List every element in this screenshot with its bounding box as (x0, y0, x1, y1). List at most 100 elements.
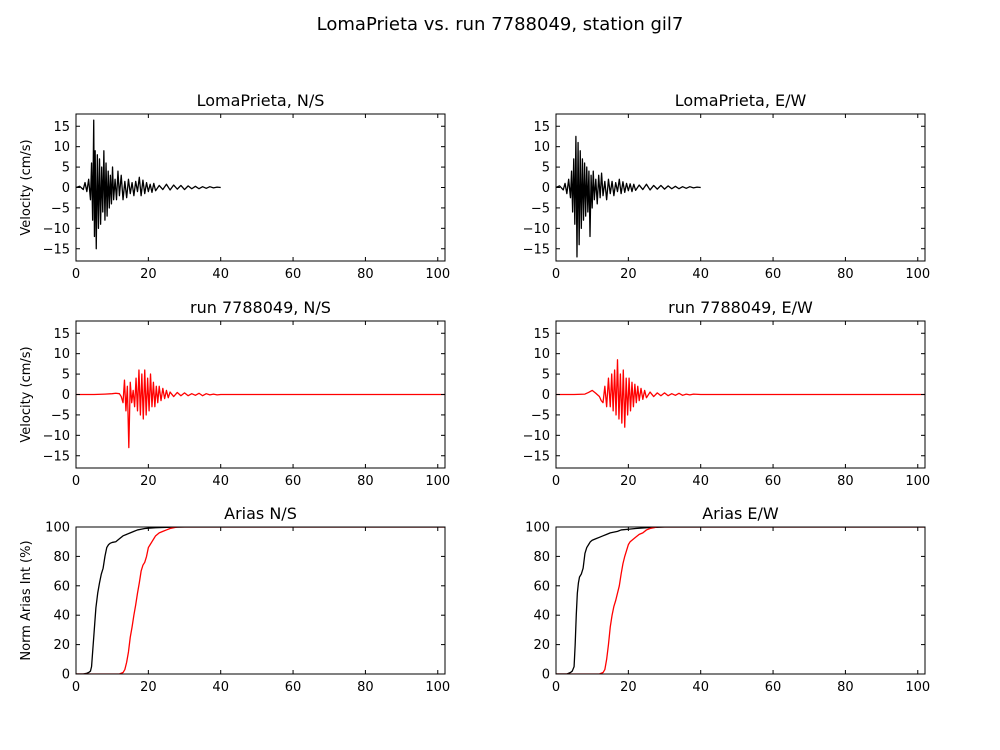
y-tick-label: 100 (45, 521, 70, 536)
y-tick-label: 100 (525, 521, 550, 536)
series-line (556, 527, 925, 674)
y-tick-label: 5 (62, 161, 70, 176)
chart-title: run 7788049, N/S (190, 298, 331, 317)
y-tick-label: 10 (533, 347, 550, 362)
y-tick-label: 0 (62, 181, 70, 196)
y-tick-label: −15 (523, 242, 550, 257)
x-tick-label: 20 (620, 474, 637, 489)
y-tick-label: 15 (53, 327, 70, 342)
x-tick-label: 40 (212, 680, 229, 695)
series-line (556, 527, 925, 674)
x-tick-label: 0 (72, 680, 80, 695)
y-tick-label: 5 (542, 368, 550, 383)
chart-title: Arias E/W (702, 504, 779, 523)
x-tick-label: 60 (765, 267, 782, 282)
x-tick-label: 100 (905, 680, 930, 695)
figure-title: LomaPrieta vs. run 7788049, station gil7 (317, 14, 684, 35)
x-tick-label: 100 (425, 267, 450, 282)
y-tick-label: −15 (523, 449, 550, 464)
x-tick-label: 60 (285, 680, 302, 695)
x-tick-label: 80 (357, 474, 374, 489)
x-tick-label: 40 (692, 680, 709, 695)
series-line (76, 527, 445, 674)
chart-panel-5: 0 20 40 60 80 100 0 20 40 60 80 100 Arias E/W (525, 504, 930, 695)
x-tick-label: 0 (552, 474, 560, 489)
x-tick-label: 80 (837, 474, 854, 489)
y-tick-label: −15 (43, 242, 70, 257)
y-tick-label: 15 (533, 120, 550, 135)
y-tick-label: 0 (542, 388, 550, 403)
y-tick-label: −10 (43, 429, 70, 444)
y-tick-label: 0 (62, 668, 70, 683)
series-line (556, 359, 925, 428)
x-tick-label: 80 (357, 267, 374, 282)
y-tick-label: −10 (43, 222, 70, 237)
y-axis-label: Velocity (cm/s) (19, 139, 34, 235)
chart-panel-4: 0 20 40 60 80 100 0 20 40 60 80 100 Arias N/S Norm Ar… (19, 504, 450, 695)
y-tick-label: −5 (531, 201, 550, 216)
y-tick-label: 10 (53, 140, 70, 155)
chart-panel-0: 0 20 40 60 80 100 −15 −10 −5 0 5 10 15 LomaPrieta, N/… (19, 91, 450, 282)
x-tick-label: 20 (140, 474, 157, 489)
plot-frame (555, 526, 926, 675)
x-tick-label: 20 (620, 267, 637, 282)
chart-title: Arias N/S (224, 504, 297, 523)
x-tick-label: 80 (357, 680, 374, 695)
y-tick-label: 60 (533, 579, 550, 594)
x-tick-label: 40 (212, 267, 229, 282)
x-tick-label: 60 (285, 474, 302, 489)
x-tick-label: 60 (285, 267, 302, 282)
x-tick-label: 0 (72, 474, 80, 489)
y-tick-label: 0 (542, 181, 550, 196)
x-tick-label: 40 (692, 474, 709, 489)
x-tick-label: 80 (837, 680, 854, 695)
chart-panel-3: 0 20 40 60 80 100 −15 −10 −5 0 5 10 15 run 7788049, E… (523, 298, 931, 489)
y-tick-label: 0 (62, 388, 70, 403)
y-tick-label: 0 (542, 668, 550, 683)
y-tick-label: 20 (533, 638, 550, 653)
y-tick-label: 5 (62, 368, 70, 383)
y-tick-label: −5 (51, 201, 70, 216)
x-tick-label: 100 (425, 474, 450, 489)
x-tick-label: 80 (837, 267, 854, 282)
x-tick-label: 100 (905, 267, 930, 282)
y-tick-label: −5 (531, 408, 550, 423)
x-tick-label: 60 (765, 680, 782, 695)
y-tick-label: 15 (53, 120, 70, 135)
y-tick-label: 40 (53, 609, 70, 624)
y-tick-label: 20 (53, 638, 70, 653)
series-line (76, 119, 221, 250)
chart-title: LomaPrieta, N/S (197, 91, 325, 110)
y-tick-label: 80 (533, 550, 550, 565)
series-line (76, 527, 445, 674)
plot-frame (75, 526, 446, 675)
y-tick-label: −5 (51, 408, 70, 423)
y-tick-label: 60 (53, 579, 70, 594)
y-tick-label: 80 (53, 550, 70, 565)
x-tick-label: 100 (905, 474, 930, 489)
chart-panel-2: 0 20 40 60 80 100 −15 −10 −5 0 5 10 15 run 7788049, N… (19, 298, 450, 489)
y-tick-label: 10 (533, 140, 550, 155)
chart-panel-1: 0 20 40 60 80 100 −15 −10 −5 0 5 10 15 LomaPrieta, E/… (523, 91, 931, 282)
x-tick-label: 20 (620, 680, 637, 695)
y-tick-label: 40 (533, 609, 550, 624)
x-tick-label: 40 (692, 267, 709, 282)
x-tick-label: 40 (212, 474, 229, 489)
x-tick-label: 0 (552, 680, 560, 695)
series-line (76, 369, 445, 449)
chart-title: LomaPrieta, E/W (675, 91, 807, 110)
y-tick-label: 15 (533, 327, 550, 342)
y-tick-label: −10 (523, 222, 550, 237)
y-tick-label: −10 (523, 429, 550, 444)
x-tick-label: 20 (140, 680, 157, 695)
y-axis-label: Norm Arias Int (%) (19, 540, 34, 660)
x-tick-label: 0 (72, 267, 80, 282)
x-tick-label: 20 (140, 267, 157, 282)
y-tick-label: 10 (53, 347, 70, 362)
series-line (556, 135, 701, 258)
chart-title: run 7788049, E/W (668, 298, 813, 317)
x-tick-label: 60 (765, 474, 782, 489)
x-tick-label: 100 (425, 680, 450, 695)
